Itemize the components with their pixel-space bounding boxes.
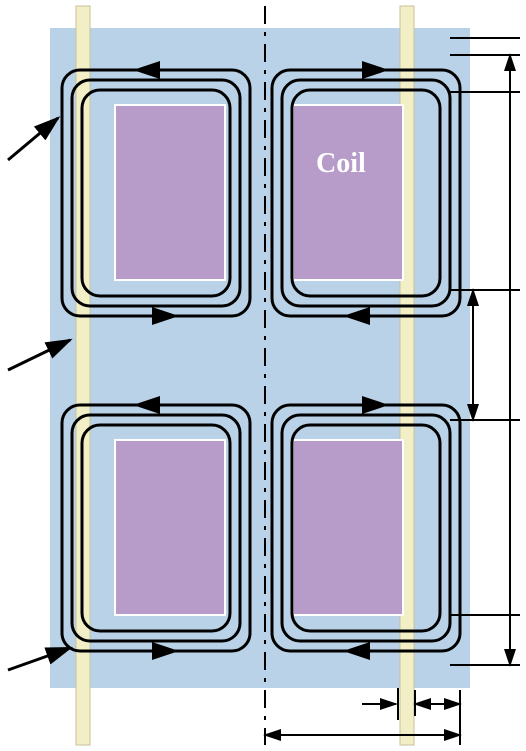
diagram-container: Coil [0, 0, 526, 751]
diagram-svg [0, 0, 526, 751]
coil-label: Coil [316, 148, 366, 180]
